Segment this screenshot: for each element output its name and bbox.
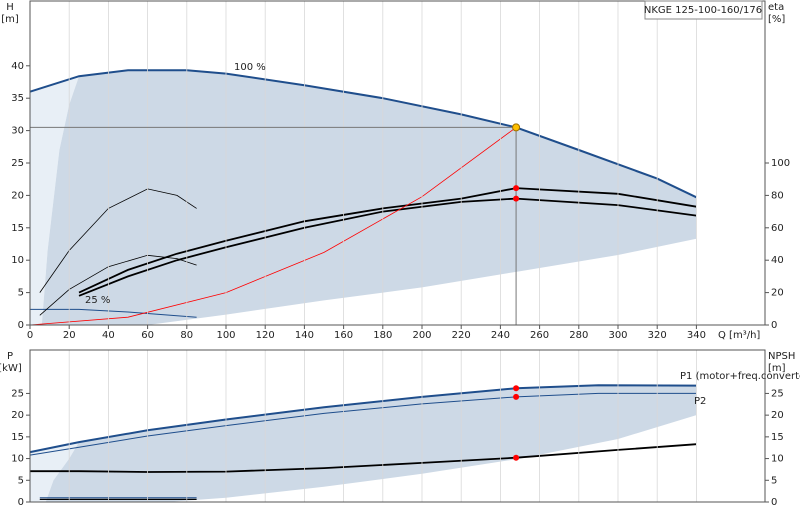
y2-axis-label: NPSH [768, 351, 795, 362]
x-tick-label: 280 [569, 330, 588, 341]
x-tick-label: 160 [334, 330, 353, 341]
y-tick-label: 40 [11, 61, 24, 72]
y-tick-label: 5 [18, 475, 24, 486]
x-tick-label: 80 [180, 330, 193, 341]
y2-axis-label: eta [768, 2, 784, 13]
x-tick-label: 40 [102, 330, 115, 341]
y-tick-label: 0 [18, 320, 24, 331]
y2-tick-label: 20 [771, 288, 784, 299]
title-box [644, 0, 763, 20]
x-tick-label: 240 [491, 330, 510, 341]
y-tick-label: 10 [11, 454, 24, 465]
curve [29, 384, 697, 454]
y2-tick-label: 100 [771, 158, 790, 169]
y-tick-label: 25 [11, 388, 24, 399]
marker [513, 185, 520, 192]
y2-tick-label: 0 [771, 320, 777, 331]
y2-tick-label: 20 [771, 410, 784, 421]
y-tick-label: 35 [11, 93, 24, 104]
x-tick-label: 260 [530, 330, 549, 341]
x-tick-label: 340 [687, 330, 706, 341]
title: NKGE 125-100-160/176 [644, 5, 762, 16]
curve [29, 392, 697, 456]
x-tick-label: 120 [256, 330, 275, 341]
y-tick-label: 10 [11, 255, 24, 266]
series-label: P1 (motor+freq.converter) [680, 371, 800, 382]
y-axis-label: P [7, 351, 13, 362]
duty-point [512, 123, 521, 132]
y2-tick-label: 10 [771, 454, 784, 465]
series-label: 100 % [234, 62, 266, 73]
marker [513, 385, 520, 392]
x-tick-label: 60 [141, 330, 154, 341]
operating-area [45, 385, 697, 502]
y-tick-label: 5 [18, 288, 24, 299]
y2-tick-label: 80 [771, 190, 784, 201]
y2-tick-label: 15 [771, 432, 784, 443]
x-tick-label: 320 [648, 330, 667, 341]
y-tick-label: 20 [11, 410, 24, 421]
x-tick-label: 180 [373, 330, 392, 341]
x-tick-label: 300 [608, 330, 627, 341]
x-axis-label: Q [m³/h] [718, 330, 760, 341]
y2-tick-label: 5 [771, 475, 777, 486]
y-axis-label: [kW] [0, 363, 22, 374]
series-label: 25 % [85, 295, 110, 306]
y-tick-label: 0 [18, 497, 24, 508]
y-axis-label: [m] [1, 14, 19, 25]
y-axis-label: H [6, 2, 14, 13]
curve [30, 308, 197, 318]
plot-frame [29, 349, 766, 503]
y-tick-label: 15 [11, 223, 24, 234]
y-tick-label: 15 [11, 432, 24, 443]
y-tick-label: 30 [11, 126, 24, 137]
x-tick-label: 100 [216, 330, 235, 341]
curve [29, 127, 517, 326]
series-label: P2 [694, 396, 706, 407]
x-tick-label: 20 [63, 330, 76, 341]
x-tick-label: 140 [295, 330, 314, 341]
x-tick-label: 200 [412, 330, 431, 341]
x-tick-label: 220 [452, 330, 471, 341]
curve [30, 443, 697, 473]
y2-tick-label: 0 [771, 497, 777, 508]
curve [39, 188, 197, 293]
operating-area [30, 76, 79, 325]
y2-tick-label: 40 [771, 255, 784, 266]
y2-axis-label: [%] [768, 14, 785, 25]
y-tick-label: 20 [11, 190, 24, 201]
y-tick-label: 25 [11, 158, 24, 169]
x-tick-label: 0 [27, 330, 33, 341]
marker [513, 454, 520, 461]
y2-tick-label: 60 [771, 223, 784, 234]
y2-tick-label: 25 [771, 388, 784, 399]
marker [513, 393, 520, 400]
y2-axis-label: [m] [768, 363, 786, 374]
marker [513, 195, 520, 202]
